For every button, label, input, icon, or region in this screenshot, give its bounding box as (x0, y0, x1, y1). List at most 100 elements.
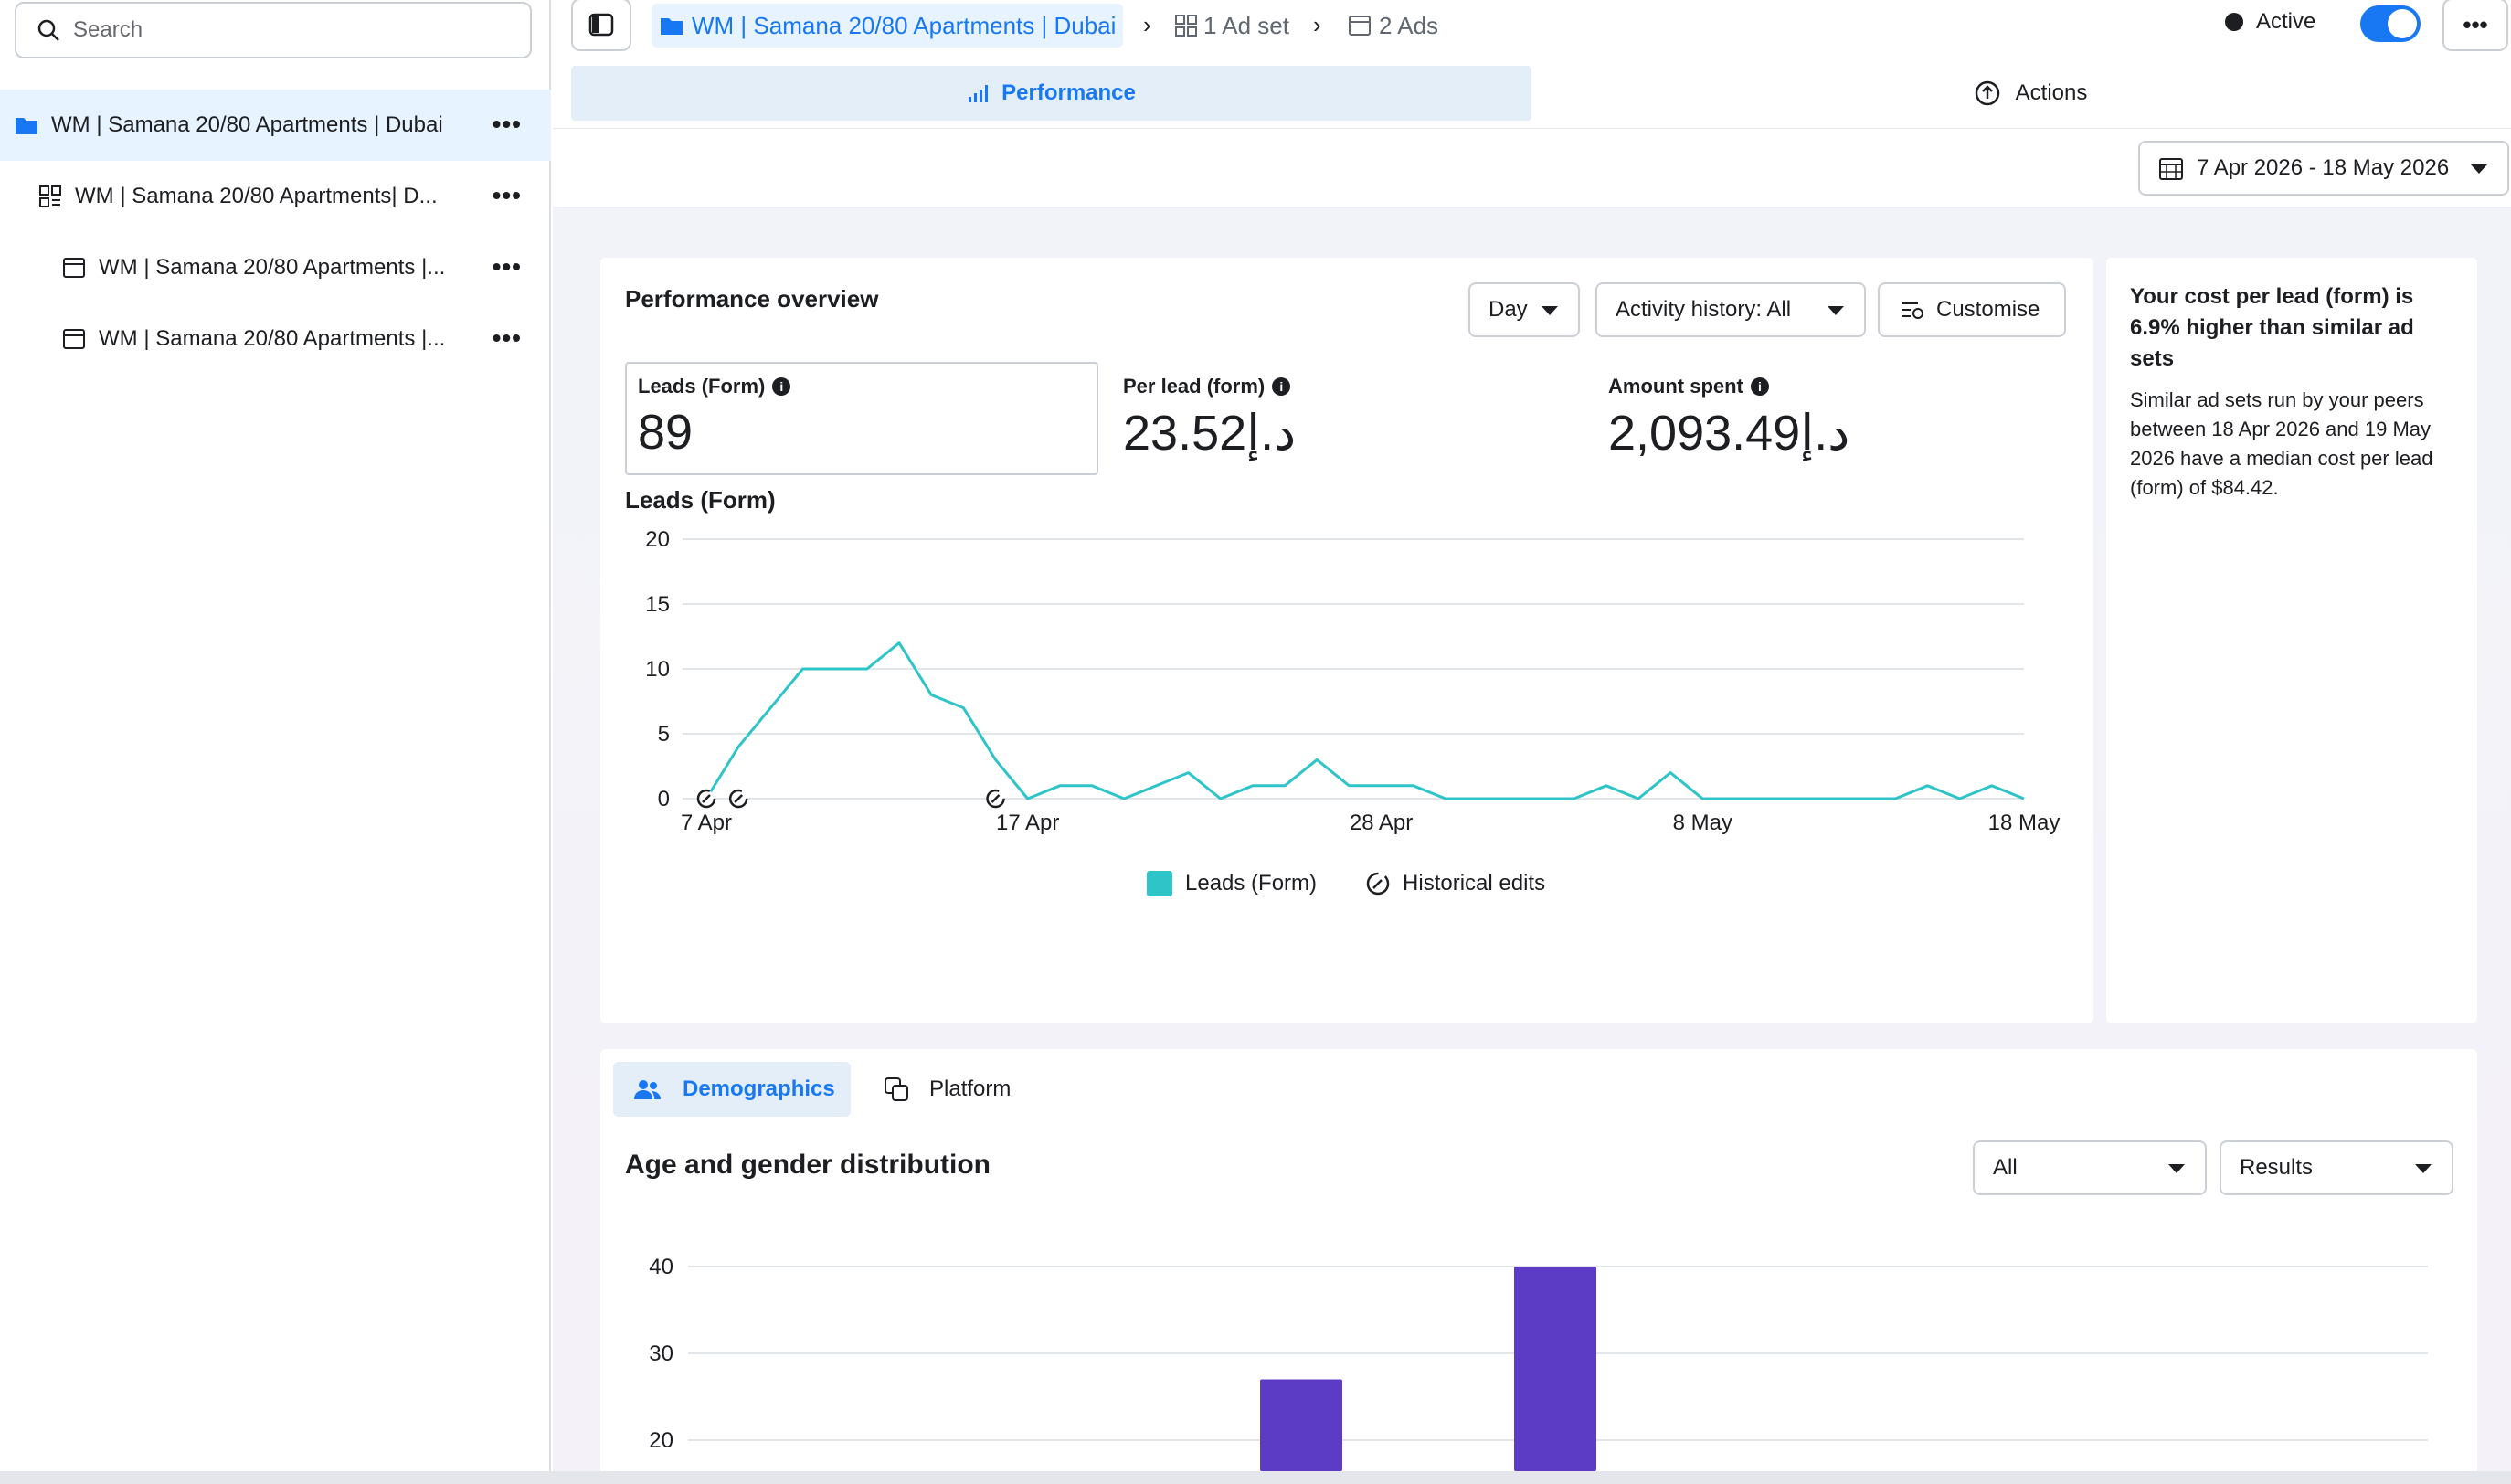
more-options-button[interactable]: ••• (492, 181, 522, 209)
filter-results-dropdown[interactable]: Results (2220, 1140, 2453, 1195)
activity-history-dropdown[interactable]: Activity history: All (1595, 282, 1866, 337)
insight-card: Your cost per lead (form) is 6.9% higher… (2106, 258, 2477, 1023)
x-tick-label: 28 Apr (1350, 811, 1413, 835)
date-range-picker[interactable]: 7 Apr 2026 - 18 May 2026 (2138, 141, 2509, 196)
view-tabs: Performance Actions (553, 66, 2511, 122)
more-options-button[interactable]: ••• (492, 252, 522, 281)
bar-chart-icon (969, 85, 989, 102)
caret-down-icon (2168, 1164, 2185, 1173)
breadcrumb-ads[interactable]: 2 Ads (1348, 4, 1438, 48)
filter-all-label: All (1993, 1155, 2018, 1180)
legend-series-label: Leads (Form) (1185, 871, 1318, 896)
ad-window-icon (63, 258, 85, 278)
customise-settings-icon (1902, 302, 1923, 319)
metric-per-lead[interactable]: Per lead (form) i 23.52د.إ (1123, 375, 1296, 461)
metric-value: 2,093.49د.إ (1608, 406, 1850, 461)
caret-down-icon (2415, 1164, 2432, 1173)
search-input[interactable]: Search (15, 2, 532, 58)
ad-window-icon (1349, 16, 1371, 36)
tab-performance[interactable]: Performance (571, 66, 1531, 121)
legend-swatch (1147, 871, 1172, 896)
platform-copy-icon (885, 1077, 908, 1101)
sidebar-item-campaign[interactable]: WM | Samana 20/80 Apartments | Dubai ••• (0, 90, 551, 161)
more-icon: ••• (2463, 10, 2488, 38)
status-label: Active (2256, 9, 2316, 34)
people-icon (634, 1080, 661, 1099)
granularity-dropdown[interactable]: Day (1468, 282, 1580, 337)
info-icon[interactable]: i (1272, 377, 1291, 396)
more-options-button[interactable]: ••• (492, 323, 522, 352)
customise-button[interactable]: Customise (1878, 282, 2066, 337)
sidebar-item-ad[interactable]: WM | Samana 20/80 Apartments |... ••• (0, 303, 551, 375)
info-icon[interactable]: i (1750, 377, 1769, 396)
sidebar-item-label: WM | Samana 20/80 Apartments | Dubai (51, 112, 443, 137)
y-tick-label: 10 (645, 657, 670, 682)
metric-amount-spent[interactable]: Amount spent i 2,093.49د.إ (1608, 375, 1849, 461)
age-gender-bar-chart: 20 30 40 (649, 1255, 2428, 1471)
caret-down-icon (1828, 306, 1844, 315)
edit-marker-slash (991, 794, 1001, 803)
top-bar: WM | Samana 20/80 Apartments | Dubai › 1… (553, 0, 2511, 51)
x-tick-label: 7 Apr (681, 811, 732, 835)
y-tick-label: 20 (645, 527, 670, 552)
metric-tile-selected[interactable] (625, 362, 1098, 475)
tab-demographics-label: Demographics (683, 1076, 835, 1101)
performance-overview-card: Performance overview Day Activity histor… (600, 258, 2093, 1023)
search-placeholder: Search (73, 17, 143, 42)
tab-performance-label: Performance (1001, 80, 1136, 105)
y-tick-label: 30 (649, 1341, 673, 1366)
filter-all-dropdown[interactable]: All (1973, 1140, 2207, 1195)
info-icon[interactable]: i (772, 377, 791, 396)
insight-body: Similar ad sets run by your peers betwee… (2130, 388, 2433, 499)
breadcrumb-campaign[interactable]: WM | Samana 20/80 Apartments | Dubai (652, 4, 1124, 48)
activity-history-label: Activity history: All (1616, 297, 1792, 322)
edit-marker-slash (702, 794, 711, 803)
metric-value: 23.52د.إ (1123, 406, 1297, 461)
historical-edit-marker (728, 789, 748, 809)
tab-platform-label: Platform (929, 1076, 1012, 1101)
demographics-card: Demographics Platform Age and gender dis… (600, 1049, 2477, 1471)
breadcrumb-adset[interactable]: 1 Ad set (1174, 4, 1289, 48)
search-icon (37, 19, 59, 41)
historical-edits-icon (1366, 872, 1390, 896)
breadcrumb-campaign-label: WM | Samana 20/80 Apartments | Dubai (692, 11, 1117, 39)
active-toggle[interactable] (2360, 5, 2421, 42)
ad-window-icon (63, 329, 85, 349)
sidebar-item-label: WM | Samana 20/80 Apartments| D... (75, 184, 438, 208)
sidebar-panel-icon (588, 13, 614, 37)
chevron-right-icon: › (1313, 11, 1321, 38)
tab-platform[interactable]: Platform (884, 1062, 1011, 1117)
legend-edits-label: Historical edits (1403, 871, 1546, 896)
adset-grid-icon (1175, 15, 1197, 37)
metric-leads: Leads (Form) i 89 (638, 375, 791, 461)
demographics-title: Age and gender distribution (625, 1150, 991, 1180)
y-tick-label: 5 (658, 722, 670, 747)
y-tick-label: 20 (649, 1428, 673, 1453)
x-tick-label: 18 May (1988, 811, 2061, 835)
tab-demographics[interactable]: Demographics (613, 1062, 851, 1117)
card-title: Performance overview (625, 285, 879, 313)
y-tick-label: 40 (649, 1255, 673, 1279)
date-range-label: 7 Apr 2026 - 18 May 2026 (2197, 155, 2450, 180)
window-bottom-edge (0, 1471, 2511, 1484)
sidebar-item-label: WM | Samana 20/80 Apartments |... (99, 326, 446, 351)
tab-actions[interactable]: Actions (1551, 66, 2510, 121)
upload-circle-icon (1975, 80, 1999, 106)
insight-title: Your cost per lead (form) is 6.9% higher… (2130, 284, 2414, 371)
customise-label: Customise (1936, 297, 2040, 322)
historical-edit-marker (986, 789, 1005, 809)
divider (553, 128, 2511, 129)
series-line (705, 641, 2025, 800)
bar (1514, 1267, 1596, 1471)
sidebar-item-adset[interactable]: WM | Samana 20/80 Apartments| D... ••• (0, 161, 551, 232)
chart-title: Leads (Form) (625, 486, 776, 514)
sidebar-item-ad[interactable]: WM | Samana 20/80 Apartments |... ••• (0, 232, 551, 303)
more-options-button[interactable]: ••• (2442, 0, 2508, 51)
more-options-button[interactable]: ••• (492, 110, 522, 138)
status-dot (2225, 13, 2243, 31)
bar (1260, 1379, 1342, 1471)
toggle-sidebar-button[interactable] (571, 0, 631, 51)
tab-actions-label: Actions (2015, 80, 2088, 105)
sidebar-item-label: WM | Samana 20/80 Apartments |... (99, 255, 446, 280)
metric-label: Per lead (form) (1123, 375, 1266, 398)
